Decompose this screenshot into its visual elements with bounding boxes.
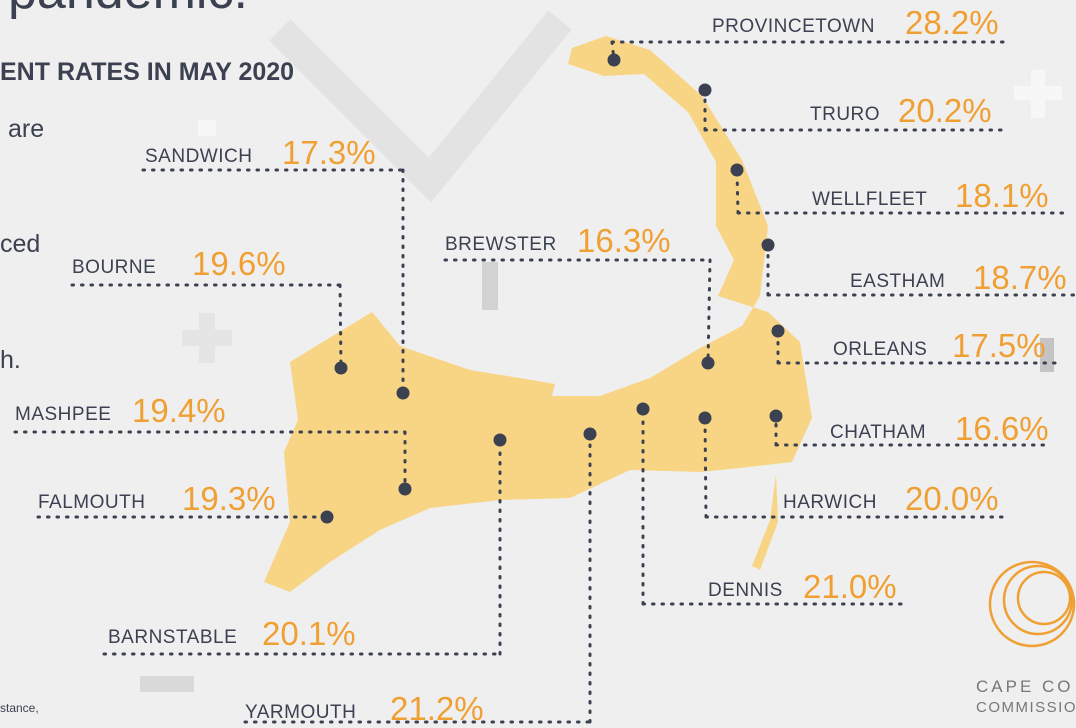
town-name: BARNSTABLE: [108, 627, 237, 648]
town-rate: 19.3%: [182, 480, 276, 517]
leader-line: [141, 168, 405, 395]
leader-line: [735, 168, 1067, 215]
town-rate: 19.4%: [132, 392, 226, 429]
town-rate: 21.0%: [803, 568, 897, 605]
leader-line: [766, 243, 1076, 297]
leader-line: [443, 258, 712, 365]
town-rate: 17.5%: [952, 327, 1046, 364]
town-dot: [769, 409, 783, 423]
leader-line: [70, 283, 343, 370]
town-dot: [771, 324, 785, 338]
town-name: PROVINCETOWN: [712, 16, 875, 37]
leader-line: [610, 40, 1012, 62]
town-dot: [730, 163, 744, 177]
subtitle-fragment: ENT RATES IN MAY 2020: [0, 58, 294, 86]
town-rate: 17.3%: [282, 134, 376, 171]
title-fragment: pandemic.: [8, 0, 248, 20]
town-dot: [701, 356, 715, 370]
town-name: SANDWICH: [145, 146, 252, 167]
leader-line: [703, 88, 1007, 132]
town-dot: [607, 53, 621, 67]
town-rate: 20.1%: [262, 615, 356, 652]
town-name: WELLFLEET: [812, 189, 927, 210]
leader-line: [703, 416, 1012, 519]
town-name: DENNIS: [708, 580, 783, 601]
town-dot: [493, 433, 507, 447]
body-fragment: are: [8, 115, 44, 143]
town-name: ORLEANS: [833, 339, 927, 360]
body-fragment: ced: [0, 230, 40, 258]
logo-text: COMMISSIO: [976, 699, 1076, 716]
town-dot: [583, 427, 597, 441]
town-rate: 16.3%: [577, 222, 671, 259]
leader-line: [776, 329, 1058, 365]
town-name: BOURNE: [72, 257, 156, 278]
logo: [988, 560, 1076, 648]
leader-line: [641, 407, 907, 606]
leader-line: [774, 414, 1052, 447]
town-rate: 19.6%: [192, 245, 286, 282]
town-rate: 20.0%: [905, 480, 999, 517]
cape-cod-shape: [264, 36, 812, 592]
town-name: FALMOUTH: [38, 492, 145, 513]
body-fragment: h.: [0, 346, 21, 374]
town-dot: [334, 361, 348, 375]
town-name: CHATHAM: [830, 422, 926, 443]
town-name: YARMOUTH: [245, 702, 356, 723]
town-dot: [636, 402, 650, 416]
leader-line: [13, 430, 407, 491]
town-rate: 16.6%: [955, 410, 1049, 447]
town-dot: [761, 238, 775, 252]
town-name: EASTHAM: [850, 271, 945, 292]
town-dot: [398, 482, 412, 496]
town-rate: 21.2%: [390, 690, 484, 727]
town-rate: 20.2%: [898, 92, 992, 129]
leader-line: [102, 438, 502, 656]
town-dot: [698, 83, 712, 97]
background-decor: [140, 10, 1062, 692]
town-name: TRURO: [810, 104, 880, 125]
footnote-fragment: stance,: [0, 701, 39, 715]
leader-line: [243, 432, 592, 724]
town-name: MASHPEE: [15, 404, 111, 425]
town-name: HARWICH: [783, 492, 877, 513]
town-dot: [396, 386, 410, 400]
logo-text: CAPE CO: [976, 677, 1074, 696]
town-rate: 18.1%: [955, 177, 1049, 214]
town-dot: [320, 510, 334, 524]
town-dot: [698, 411, 712, 425]
town-name: BREWSTER: [445, 234, 557, 255]
town-rate: 28.2%: [905, 4, 999, 41]
town-rate: 18.7%: [973, 259, 1067, 296]
